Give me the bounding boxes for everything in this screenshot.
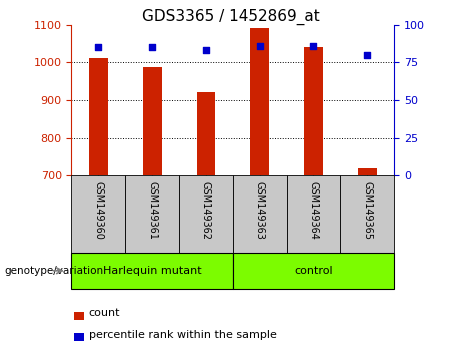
Text: genotype/variation: genotype/variation — [5, 266, 104, 276]
Text: Harlequin mutant: Harlequin mutant — [103, 266, 201, 276]
Bar — [89, 58, 108, 175]
Point — [256, 43, 263, 48]
Text: GSM149360: GSM149360 — [93, 182, 103, 240]
Bar — [143, 67, 161, 175]
Bar — [358, 169, 377, 175]
Text: percentile rank within the sample: percentile rank within the sample — [89, 330, 277, 339]
Text: GSM149361: GSM149361 — [147, 182, 157, 240]
Bar — [196, 92, 215, 175]
Text: GSM149364: GSM149364 — [308, 182, 319, 240]
Point — [202, 47, 210, 53]
Text: count: count — [89, 308, 120, 318]
Text: GSM149362: GSM149362 — [201, 182, 211, 240]
Point — [95, 45, 102, 50]
Point — [148, 45, 156, 50]
Text: GDS3365 / 1452869_at: GDS3365 / 1452869_at — [142, 9, 319, 25]
Text: GSM149365: GSM149365 — [362, 182, 372, 240]
Bar — [250, 28, 269, 175]
Point — [364, 52, 371, 58]
Bar — [304, 47, 323, 175]
Text: GSM149363: GSM149363 — [254, 182, 265, 240]
Point — [310, 43, 317, 48]
Text: control: control — [294, 266, 333, 276]
